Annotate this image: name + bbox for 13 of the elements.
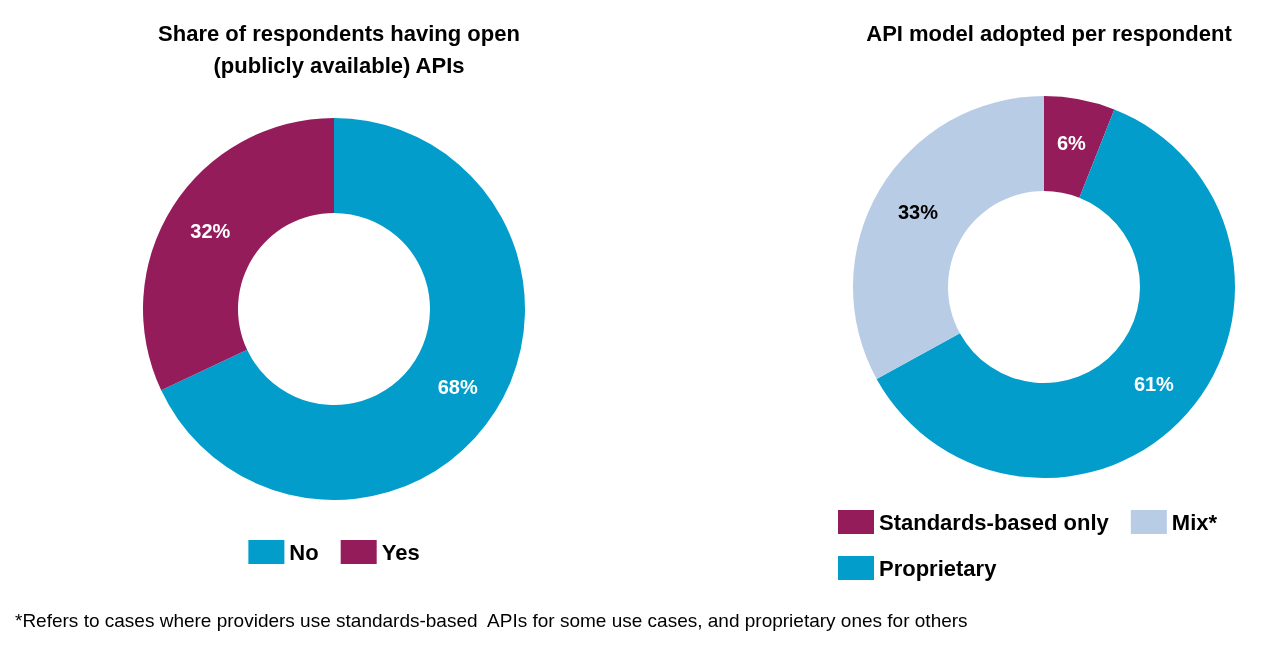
legend-label: Yes bbox=[381, 539, 420, 565]
legend-label: Proprietary bbox=[879, 555, 998, 581]
text: *Refers to cases where providers use standards-based APIs for some use cases, and proprietary ones for others bbox=[15, 610, 968, 632]
chart-title: Share of respondents having open (publicly available) APIs bbox=[158, 20, 520, 78]
data-label: 6% bbox=[1057, 132, 1087, 155]
data-label: 61% bbox=[1133, 372, 1175, 395]
data-label: 32% bbox=[190, 219, 231, 242]
data-label: 68% bbox=[437, 376, 478, 399]
legend-label: Mix* bbox=[1171, 509, 1218, 535]
legend-label: Standards-based only bbox=[879, 509, 1110, 535]
chart-title: API model adopted per respondent bbox=[866, 20, 1233, 46]
data-label: 33% bbox=[897, 201, 939, 224]
legend-label: No bbox=[289, 539, 319, 565]
